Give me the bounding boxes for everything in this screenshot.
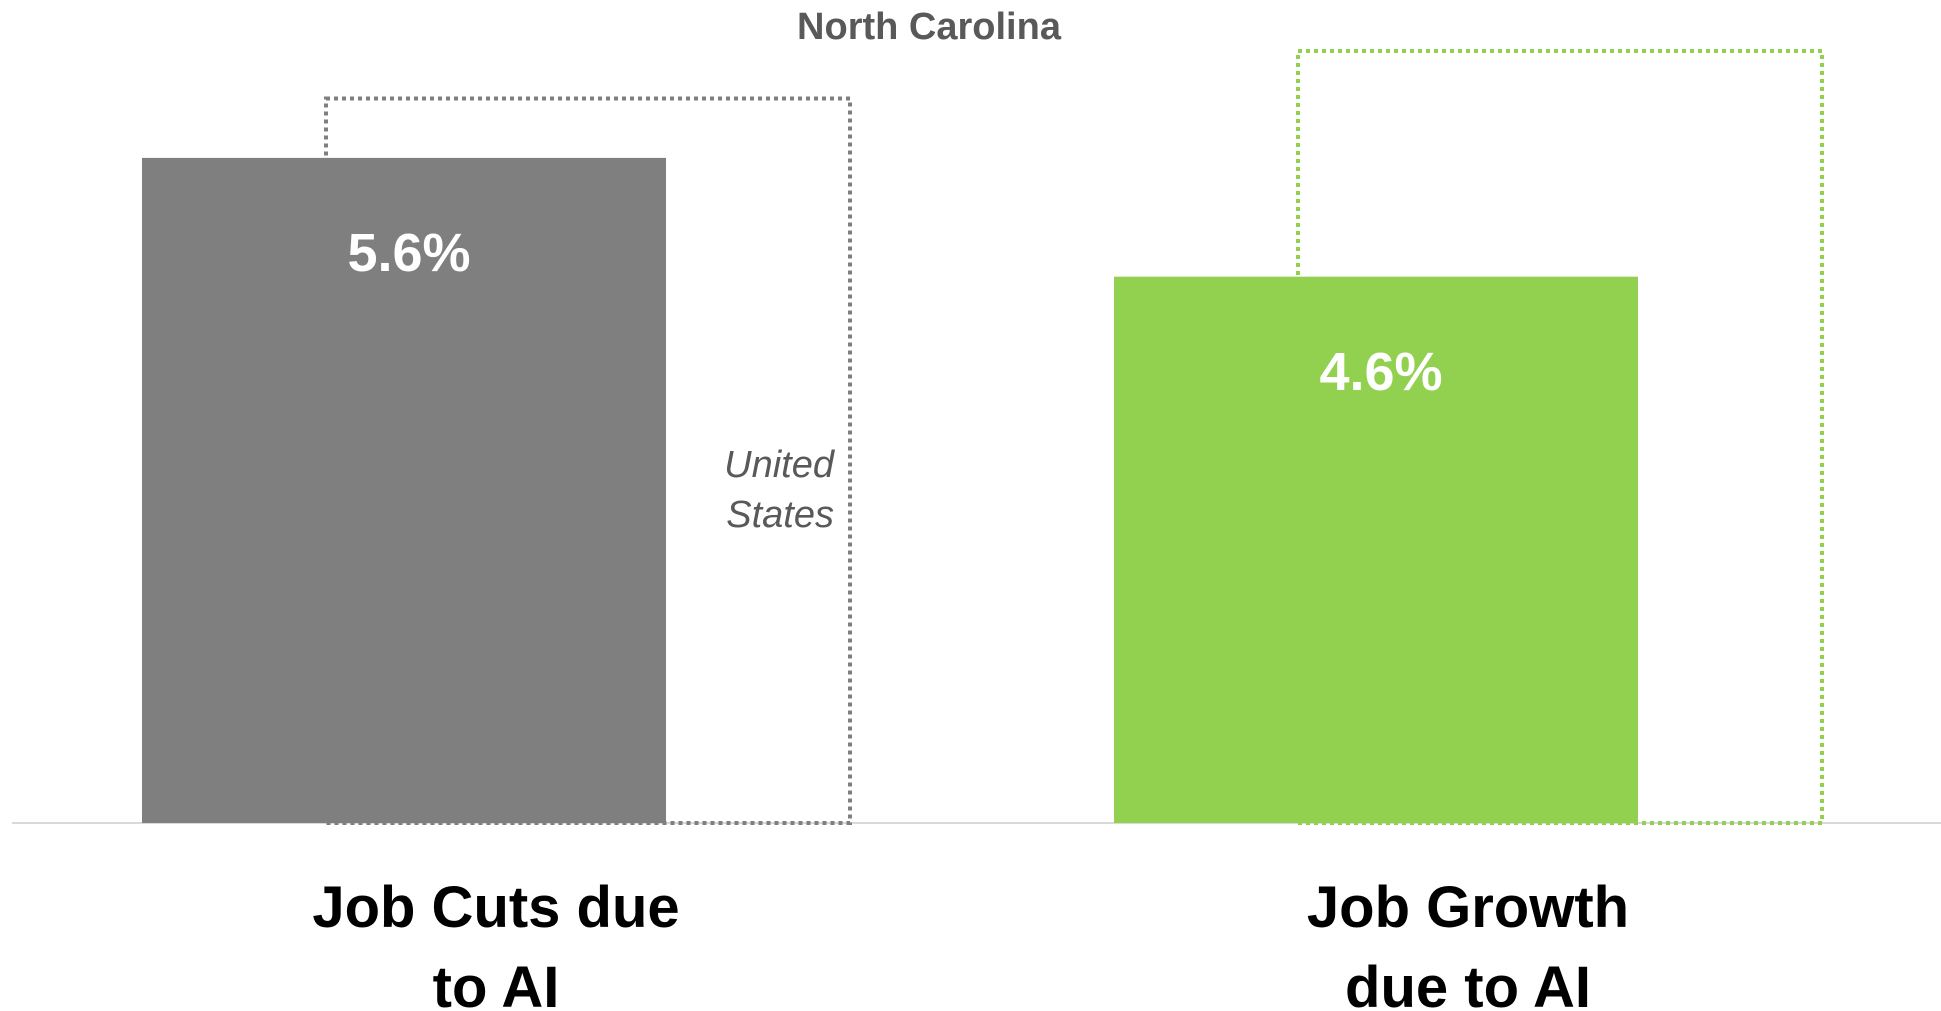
bar	[1114, 276, 1638, 824]
category-label: Job Growth due to AI	[1306, 875, 1630, 1011]
legend-label: North Carolina	[797, 5, 1061, 48]
category-label: Job Cuts due to AI	[312, 875, 680, 1011]
value-label: 4.6%	[1319, 341, 1443, 402]
value-label: 5.6%	[347, 222, 471, 283]
bar	[142, 157, 666, 823]
legend-label: United States	[724, 444, 834, 536]
